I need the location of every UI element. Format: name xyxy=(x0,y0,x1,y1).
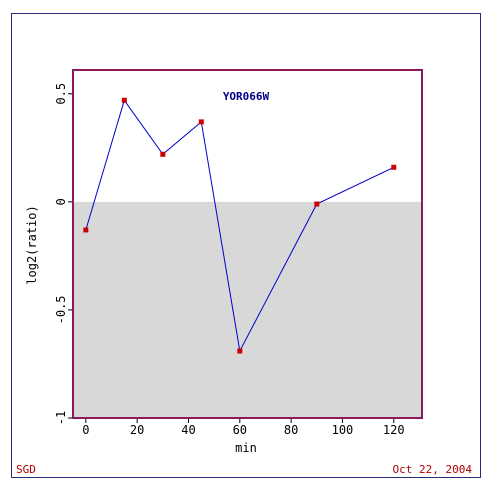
y-axis-label: log2(ratio) xyxy=(25,205,39,284)
data-point xyxy=(198,119,204,125)
chart-title: YOR066W xyxy=(223,90,270,103)
data-point xyxy=(237,348,243,354)
x-tick-label: 0 xyxy=(82,423,89,437)
x-axis-label: min xyxy=(235,441,257,455)
y-tick-label: -0.5 xyxy=(54,295,68,324)
x-tick-label: 120 xyxy=(383,423,405,437)
x-axis: 0 20 40 60 80 100 120 xyxy=(82,418,405,437)
plot-frame xyxy=(72,69,423,419)
data-point xyxy=(83,227,89,233)
x-tick-label: 100 xyxy=(332,423,354,437)
data-point xyxy=(121,97,127,103)
x-tick-label: 20 xyxy=(130,423,144,437)
footer-source: SGD xyxy=(16,463,36,476)
y-tick-label: 0 xyxy=(54,198,68,205)
outer-frame xyxy=(11,13,481,478)
y-tick-label: -1 xyxy=(54,411,68,425)
series-markers xyxy=(83,97,397,354)
data-point xyxy=(160,151,166,157)
x-tick-label: 60 xyxy=(233,423,247,437)
x-tick-label: 80 xyxy=(284,423,298,437)
y-axis: -1 -0.5 0 0.5 xyxy=(54,83,73,425)
x-tick-label: 40 xyxy=(181,423,195,437)
y-tick-label: 0.5 xyxy=(54,83,68,105)
data-point xyxy=(391,164,397,170)
data-point xyxy=(314,201,320,207)
footer-date: Oct 22, 2004 xyxy=(392,463,472,476)
negative-region-shade xyxy=(73,201,422,418)
